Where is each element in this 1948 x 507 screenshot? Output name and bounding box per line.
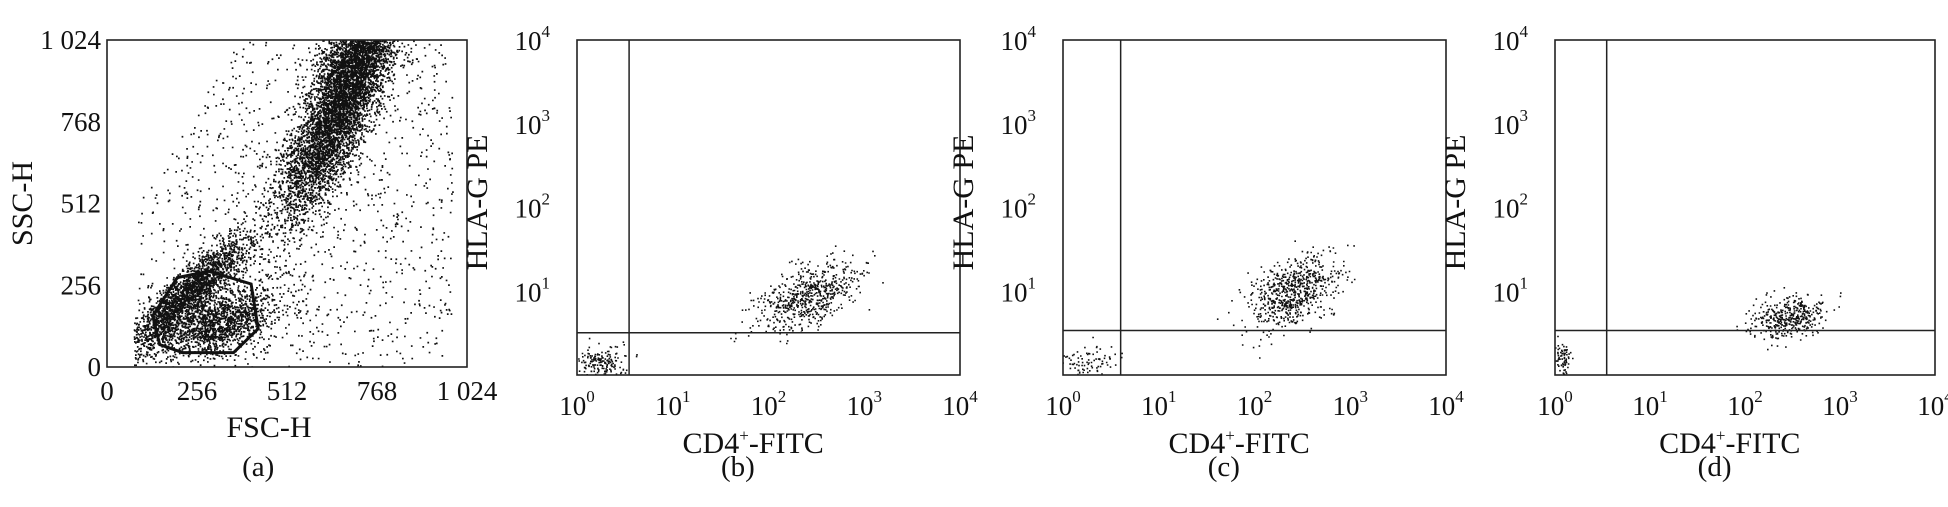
x-tick-label: 1 024 xyxy=(437,376,498,406)
plot-frame-b xyxy=(576,39,961,376)
plot-frame-d xyxy=(1554,39,1936,376)
y-tick-label: 104 xyxy=(1001,22,1037,56)
x-tick-label: 100 xyxy=(1537,387,1573,421)
panel-b: 100 101 102 103 104 101 102 103 104 CD4+-FITC HLA-… xyxy=(461,22,978,483)
scatter-dots-b xyxy=(578,245,884,375)
x-tick-label: 101 xyxy=(1632,387,1668,421)
y-tick-label: 256 xyxy=(61,270,102,300)
y-tick-label: 101 xyxy=(515,273,551,307)
panel-caption: (c) xyxy=(1208,451,1240,483)
y-axis-label: HLA-G PE xyxy=(1439,135,1472,271)
scatter-dots-d xyxy=(1555,287,1842,375)
gate-polygon xyxy=(151,269,260,355)
panel-d: 100 101 102 103 104 101 102 103 104 CD4+-FITC HLA-… xyxy=(1439,22,1948,483)
y-axis-label: SSC-H xyxy=(6,161,39,246)
y-tick-label: 101 xyxy=(1001,273,1037,307)
panel-c: 100 101 102 103 104 101 102 103 104 CD4+-FITC HLA-… xyxy=(947,22,1464,483)
x-tick-label: 101 xyxy=(655,387,691,421)
scatter-points-c xyxy=(1063,240,1356,375)
scatter-points-a xyxy=(133,40,454,367)
scatter-points-d xyxy=(1555,287,1842,375)
y-tick-label: 512 xyxy=(61,189,102,219)
x-axis-label: CD4+-FITC xyxy=(1169,426,1310,460)
panel-a: 0 256 512 768 1 024 0 256 512 768 1 024 FSC-H SSC-H… xyxy=(6,25,498,483)
plot-frame-c xyxy=(1062,39,1447,376)
panel-caption: (a) xyxy=(242,451,274,483)
x-tick-label: 100 xyxy=(559,387,595,421)
x-tick-label: 101 xyxy=(1141,387,1177,421)
y-tick-label: 102 xyxy=(1001,190,1037,224)
y-axis-label: HLA-G PE xyxy=(461,135,494,271)
scatter-dots-c xyxy=(1063,240,1356,375)
x-tick-label: 102 xyxy=(1237,387,1273,421)
x-axis-label: CD4+-FITC xyxy=(1659,426,1800,460)
x-tick-label: 768 xyxy=(357,376,398,406)
x-tick-label: 100 xyxy=(1045,387,1081,421)
plot-frame-a xyxy=(106,39,468,368)
scatter-dots-a xyxy=(133,40,454,367)
panel-caption: (b) xyxy=(721,451,755,483)
y-tick-label: 1 024 xyxy=(40,25,101,55)
y-axis-label: HLA-G PE xyxy=(947,135,980,271)
x-tick-label: 103 xyxy=(1333,387,1369,421)
x-axis-label: FSC-H xyxy=(226,411,311,444)
x-tick-label: 103 xyxy=(1822,387,1858,421)
figure-panels: 0 256 512 768 1 024 0 256 512 768 1 024 FSC-H SSC-H… xyxy=(6,22,1948,483)
y-tick-label: 103 xyxy=(515,106,551,140)
y-tick-label: 102 xyxy=(1493,190,1529,224)
x-tick-label: 0 xyxy=(100,376,114,406)
x-tick-label: 512 xyxy=(267,376,308,406)
x-tick-label: 102 xyxy=(751,387,787,421)
y-tick-label: 104 xyxy=(1493,22,1529,56)
y-tick-label: 104 xyxy=(515,22,551,56)
x-tick-label: 256 xyxy=(177,376,218,406)
y-tick-label: 0 xyxy=(88,352,102,382)
x-tick-label: 104 xyxy=(1428,387,1464,421)
y-tick-label: 768 xyxy=(61,107,102,137)
y-tick-label: 101 xyxy=(1493,273,1529,307)
y-tick-label: 102 xyxy=(515,190,551,224)
panel-caption: (d) xyxy=(1698,451,1732,483)
x-tick-label: 104 xyxy=(942,387,978,421)
x-tick-label: 102 xyxy=(1727,387,1763,421)
y-tick-label: 103 xyxy=(1493,106,1529,140)
scatter-points-b xyxy=(578,245,884,375)
y-tick-label: 103 xyxy=(1001,106,1037,140)
x-tick-label: 104 xyxy=(1917,387,1948,421)
x-tick-label: 103 xyxy=(847,387,883,421)
x-axis-label: CD4+-FITC xyxy=(683,426,824,460)
